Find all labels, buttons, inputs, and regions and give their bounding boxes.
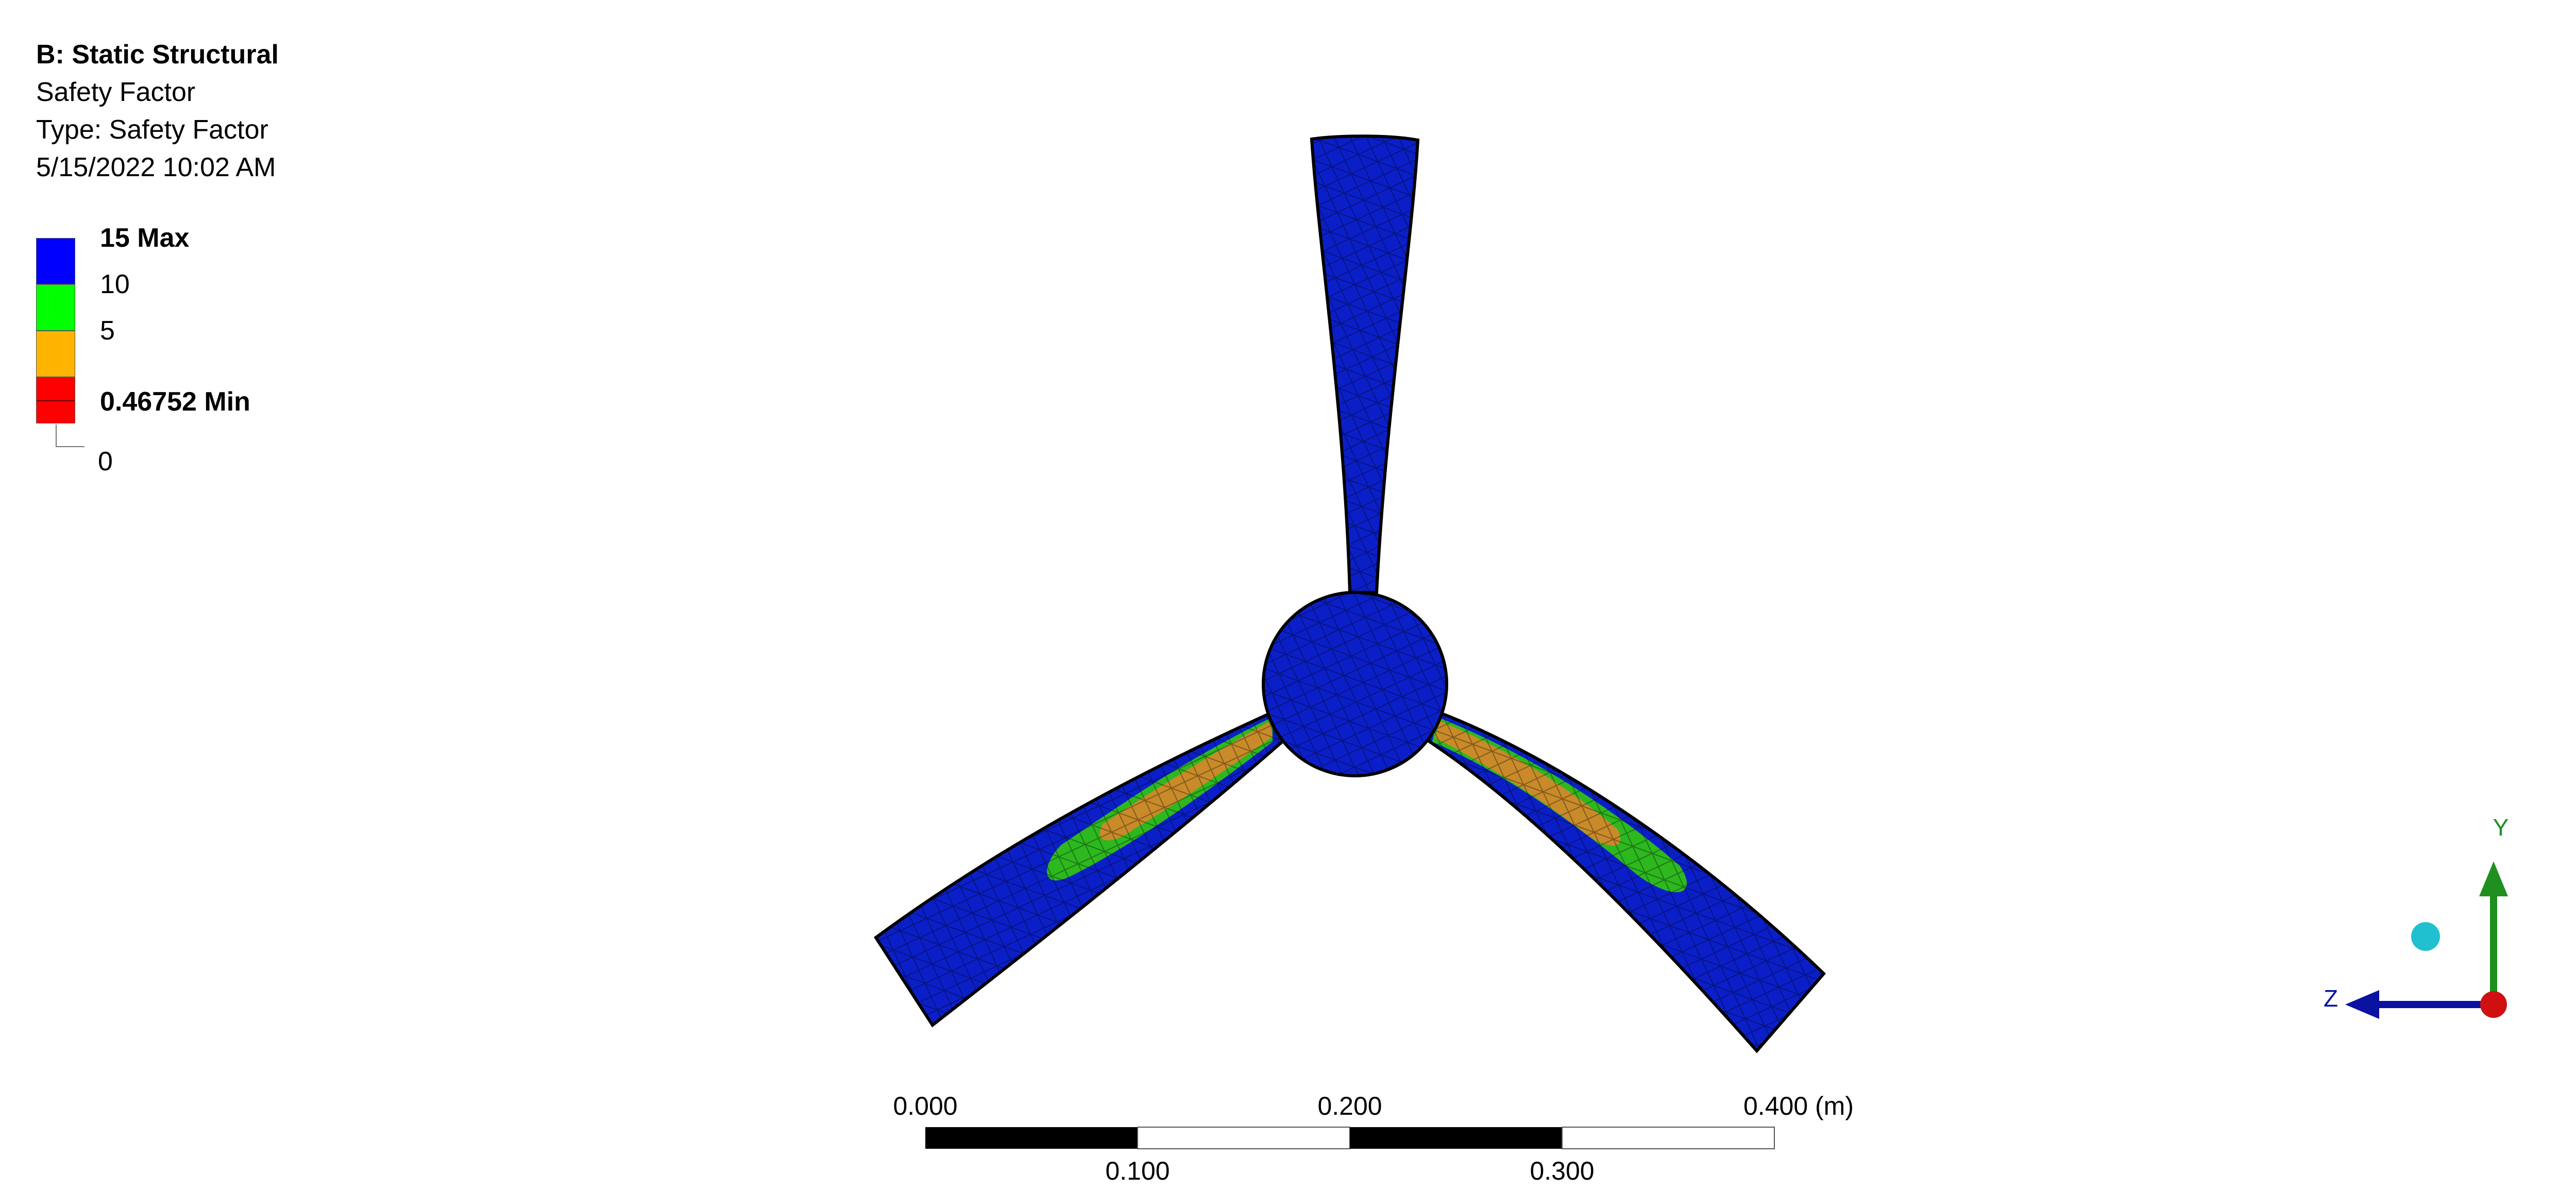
legend-swatch-max: [36, 238, 75, 284]
result-info-panel: B: Static Structural Safety Factor Type:…: [36, 36, 279, 186]
z-arrowhead-icon: [2345, 990, 2379, 1019]
propeller-model[interactable]: [873, 134, 1826, 1053]
isometric-view-ball-icon: [2411, 922, 2440, 951]
legend-label-10[interactable]: 10: [100, 269, 130, 299]
legend-swatch-5: [36, 331, 75, 377]
scale-label-200: 0.200: [1317, 1092, 1382, 1120]
z-axis-label: Z: [2324, 985, 2338, 1012]
legend-max-label[interactable]: 15 Max: [100, 223, 190, 253]
legend-leader-line: [56, 424, 57, 446]
scale-bar: 0.000 0.200 0.400 (m) 0.100 0.300: [893, 1092, 1854, 1185]
legend-min-label[interactable]: 0.46752 Min: [100, 387, 250, 417]
result-timestamp: 5/15/2022 10:02 AM: [36, 152, 276, 182]
triad-origin-icon: [2480, 991, 2507, 1018]
result-name: Safety Factor: [36, 77, 196, 107]
scale-label-0: 0.000: [893, 1092, 957, 1120]
scale-label-400: 0.400 (m): [1743, 1092, 1854, 1120]
analysis-title: B: Static Structural: [36, 40, 279, 70]
orientation-triad[interactable]: Y Z: [2324, 814, 2509, 1019]
blade-top[interactable]: [1310, 134, 1420, 594]
legend-floor-label: 0: [98, 447, 113, 477]
hub-sphere[interactable]: [1262, 591, 1448, 777]
blade-right[interactable]: [1420, 708, 1826, 1053]
y-arrowhead-icon: [2479, 861, 2508, 896]
result-type: Type: Safety Factor: [36, 115, 268, 145]
blade-left[interactable]: [873, 707, 1290, 1028]
scale-label-100: 0.100: [1105, 1156, 1170, 1185]
scale-label-300: 0.300: [1530, 1156, 1594, 1185]
legend-leader-line-h: [56, 446, 84, 447]
legend-swatch-min: [36, 377, 75, 423]
legend-swatch-10: [36, 284, 75, 331]
y-axis-label: Y: [2493, 814, 2509, 841]
legend-label-5[interactable]: 5: [100, 316, 115, 346]
